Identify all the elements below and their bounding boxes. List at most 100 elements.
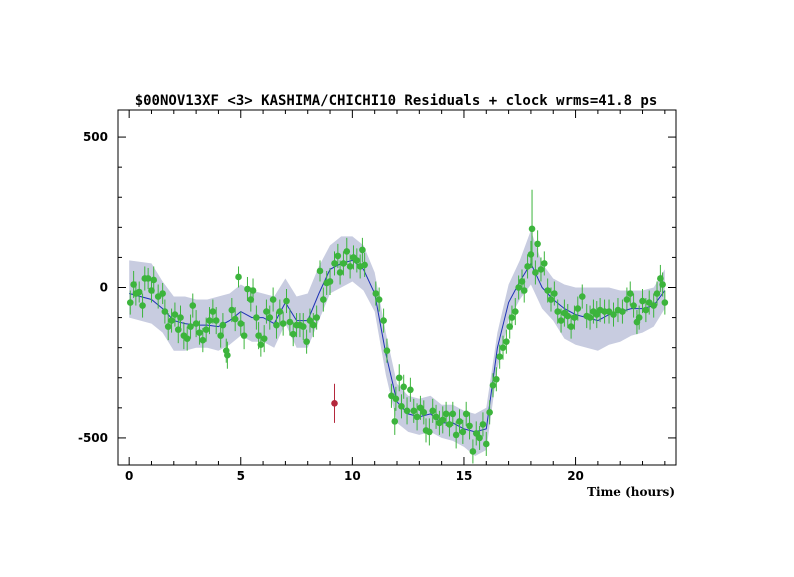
data-point-marker xyxy=(219,321,227,329)
data-point xyxy=(161,299,169,324)
data-point-marker xyxy=(361,261,368,269)
data-point-marker xyxy=(452,431,460,439)
data-point xyxy=(313,305,320,330)
data-point-marker xyxy=(635,314,643,321)
data-point-marker xyxy=(503,338,510,345)
data-point xyxy=(469,439,477,464)
data-point-marker xyxy=(283,297,290,305)
data-point-marker xyxy=(661,299,669,306)
data-point-marker xyxy=(159,290,166,297)
data-point-marker xyxy=(657,275,664,282)
data-point-marker xyxy=(642,306,650,314)
data-point xyxy=(372,281,380,306)
x-tick-label: 20 xyxy=(567,469,584,483)
data-point xyxy=(452,421,460,449)
data-point-marker xyxy=(392,395,400,403)
data-point xyxy=(593,301,601,329)
data-point-marker xyxy=(391,418,399,425)
data-point-marker xyxy=(237,320,245,327)
data-point xyxy=(266,305,274,330)
band-area xyxy=(129,230,665,456)
data-point xyxy=(564,304,572,329)
data-point xyxy=(253,305,260,330)
data-point-marker xyxy=(202,326,210,333)
data-point xyxy=(449,401,457,426)
data-point xyxy=(331,251,338,276)
data-point-marker xyxy=(189,302,197,309)
data-point xyxy=(630,293,637,318)
data-point xyxy=(567,314,575,339)
data-point xyxy=(479,412,487,437)
data-point-marker xyxy=(413,413,421,421)
data-point xyxy=(534,230,541,258)
data-point xyxy=(586,305,594,330)
data-point-marker xyxy=(255,332,262,339)
data-point xyxy=(499,335,507,360)
data-point xyxy=(202,317,210,342)
data-point xyxy=(340,251,347,276)
data-point xyxy=(260,325,268,353)
data-point xyxy=(547,287,555,312)
data-point xyxy=(520,278,528,303)
data-point-marker xyxy=(439,416,447,424)
data-point-marker xyxy=(334,252,342,260)
data-point xyxy=(303,329,310,354)
data-point xyxy=(289,322,297,347)
data-point-marker xyxy=(174,326,182,333)
data-point-marker xyxy=(476,434,483,442)
data-point xyxy=(383,338,391,363)
data-point-marker xyxy=(482,440,490,448)
data-point xyxy=(659,272,666,297)
data-point xyxy=(276,299,284,324)
data-point-marker xyxy=(316,267,324,275)
data-point xyxy=(650,293,657,318)
data-point-marker xyxy=(164,323,172,330)
data-point xyxy=(273,311,280,339)
data-point-marker xyxy=(192,320,200,327)
data-point-marker xyxy=(610,311,617,318)
data-point xyxy=(219,313,227,338)
data-point-marker xyxy=(554,308,562,315)
data-point-marker xyxy=(257,341,265,348)
data-point-marker xyxy=(410,407,418,415)
data-point-marker xyxy=(446,421,453,428)
data-point-marker xyxy=(442,410,450,418)
data-point-marker xyxy=(269,296,277,303)
data-point-marker xyxy=(524,263,531,270)
data-point xyxy=(249,278,257,303)
data-point xyxy=(269,287,277,312)
data-point xyxy=(126,290,134,315)
data-point-marker xyxy=(224,351,231,359)
data-point xyxy=(237,311,245,336)
data-point xyxy=(642,298,650,323)
data-point xyxy=(392,386,400,411)
data-point-marker xyxy=(331,260,338,267)
data-point-marker xyxy=(547,296,555,303)
y-tick-label: 0 xyxy=(100,281,108,295)
data-point xyxy=(476,425,483,450)
data-point xyxy=(395,364,403,392)
data-point-marker xyxy=(139,302,146,309)
data-point-marker xyxy=(279,320,287,327)
data-point-marker xyxy=(472,430,480,437)
data-point-marker xyxy=(567,323,575,330)
data-point-marker xyxy=(299,323,307,330)
data-point xyxy=(299,313,307,341)
data-point xyxy=(168,308,175,333)
data-point xyxy=(554,299,562,324)
data-point-marker xyxy=(534,240,541,248)
axis-ticks: 0 5 10 15 20 -500 0 500 xyxy=(78,110,676,483)
data-point xyxy=(532,260,539,285)
chart-title: $00NOV13XF <3> KASHIMA/CHICHI10 Residual… xyxy=(135,93,658,109)
data-point xyxy=(196,320,203,345)
data-point xyxy=(375,287,383,312)
data-point-marker xyxy=(244,285,251,293)
data-point-marker xyxy=(228,306,236,314)
data-point-marker xyxy=(626,290,634,297)
data-point-marker xyxy=(659,281,666,288)
data-point-marker xyxy=(380,317,387,324)
data-point-marker xyxy=(161,308,169,315)
outlier-point xyxy=(331,383,338,423)
data-point-marker xyxy=(586,314,594,321)
